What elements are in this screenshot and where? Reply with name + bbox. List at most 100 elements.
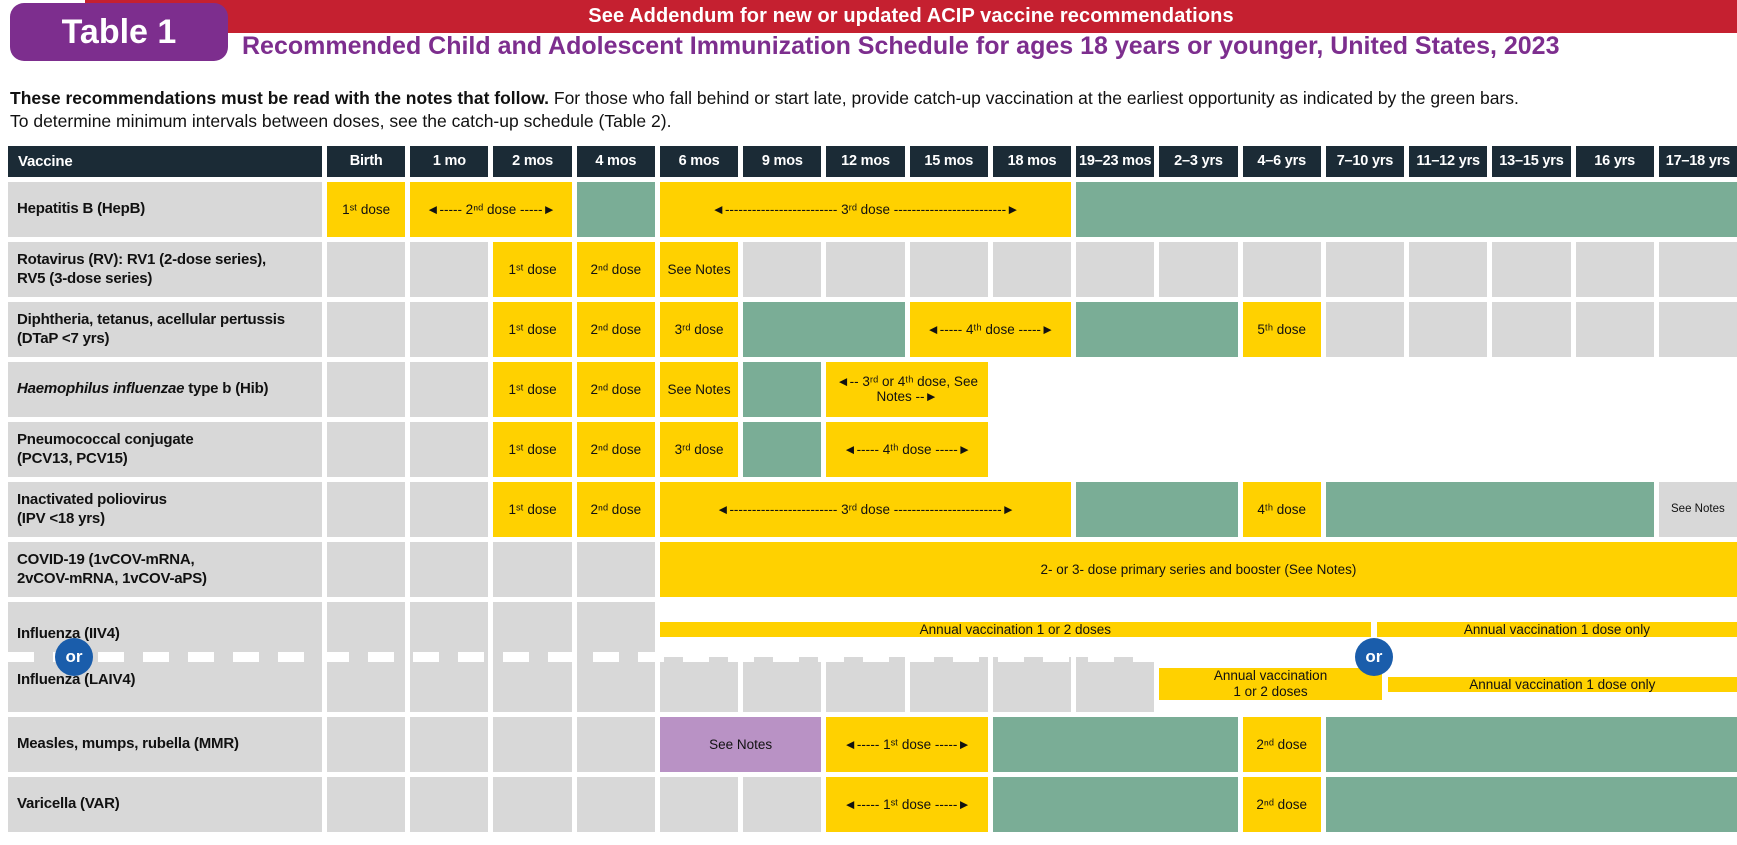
schedule-cell: ◄----- 1ˢᵗ dose -----► — [826, 776, 988, 832]
schedule-cell — [493, 541, 572, 597]
schedule-cell — [909, 656, 988, 712]
laiv4-bar: Annual vaccination 1 or 2 doses Annual v… — [1159, 657, 1737, 712]
schedule-cell: 1ˢᵗ dose — [493, 481, 572, 537]
schedule-cell — [1325, 716, 1737, 772]
column-header: 2–3 yrs — [1159, 145, 1238, 177]
schedule-cell: ◄----- 2ⁿᵈ dose -----► — [410, 181, 572, 237]
schedule-cell — [1325, 301, 1405, 357]
schedule-cell — [1658, 241, 1737, 297]
schedule-cell — [327, 301, 406, 357]
row-label-line: RV5 (3-dose series) — [17, 269, 322, 288]
schedule-cell — [743, 421, 822, 477]
column-header: 2 mos — [493, 145, 572, 177]
row-label-line: Rotavirus (RV): RV1 (2-dose series), — [17, 250, 322, 269]
column-header: 11–12 yrs — [1409, 145, 1488, 177]
column-header: Birth — [327, 145, 406, 177]
schedule-cell — [410, 361, 489, 417]
row-label-line: Inactivated poliovirus — [17, 490, 322, 509]
schedule-cell: 2ⁿᵈ dose — [1242, 776, 1321, 832]
column-header: 1 mo — [410, 145, 489, 177]
column-header: 19–23 mos — [1076, 145, 1155, 177]
schedule-cell — [1076, 656, 1155, 712]
schedule-cell — [1076, 241, 1155, 297]
vaccine-row-covid-19: COVID-19 (1vCOV-mRNA, 2vCOV-mRNA, 1vCOV-a… — [8, 541, 1737, 597]
row-label-text: Measles, mumps, rubella (MMR) — [17, 735, 239, 753]
schedule-cell — [410, 716, 489, 772]
row-label-line: Influenza (IIV4) — [17, 624, 322, 643]
row-label-text: Pneumococcal conjugate — [17, 430, 194, 448]
column-header: 9 mos — [743, 145, 822, 177]
schedule-cell: 1ˢᵗ dose — [493, 241, 572, 297]
table-1-badge: Table 1 — [10, 3, 228, 61]
row-label-text: 2vCOV-mRNA, 1vCOV-aPS) — [17, 570, 207, 587]
row-label: Haemophilus influenzae type b (Hib) — [8, 361, 322, 417]
schedule-cell — [1409, 241, 1488, 297]
schedule-cell — [327, 541, 406, 597]
vaccine-row-hib: Haemophilus influenzae type b (Hib) 1ˢᵗ d… — [8, 361, 1737, 417]
schedule-cell: See Notes — [659, 241, 739, 297]
schedule-cell — [1076, 481, 1238, 537]
schedule-cell — [576, 716, 655, 772]
schedule-cell — [410, 421, 489, 477]
schedule-cell — [743, 301, 905, 357]
schedule-cell — [1492, 301, 1571, 357]
intro-paragraph: These recommendations must be read with … — [10, 87, 1725, 133]
schedule-cell: 4ᵗʰ dose — [1242, 481, 1321, 537]
row-label-line: (PCV13, PCV15) — [17, 449, 322, 468]
schedule-cell: ◄------------------------ 3ʳᵈ dose -----… — [659, 481, 1072, 537]
row-label: Varicella (VAR) — [8, 776, 322, 832]
schedule-cell: ◄----- 4ᵗʰ dose -----► — [826, 421, 988, 477]
schedule-cell — [576, 541, 655, 597]
row-label-line: COVID-19 (1vCOV-mRNA, — [17, 550, 322, 569]
row-label-line: 2vCOV-mRNA, 1vCOV-aPS) — [17, 569, 322, 588]
column-header-vaccine: Vaccine — [8, 145, 322, 177]
schedule-cell: See Notes — [659, 361, 739, 417]
laiv4-bar-line: Annual vaccination — [1213, 668, 1328, 684]
schedule-cell — [1076, 301, 1238, 357]
row-label-italic: Haemophilus influenzae — [17, 380, 185, 398]
row-label: Pneumococcal conjugate (PCV13, PCV15) — [8, 421, 322, 477]
column-header: 16 yrs — [1575, 145, 1654, 177]
intro-bold: These recommendations must be read with … — [10, 88, 550, 108]
iiv4-annual-1or2-bar: Annual vaccination 1 or 2 doses — [659, 621, 1371, 637]
schedule-cell: 2ⁿᵈ dose — [1242, 716, 1321, 772]
column-header: 15 mos — [909, 145, 988, 177]
row-label-line: Diphtheria, tetanus, acellular pertussis — [17, 310, 322, 329]
row-label-text: Diphtheria, tetanus, acellular pertussis — [17, 310, 285, 328]
schedule-cell — [1325, 776, 1737, 832]
row-label-line: Varicella (VAR) — [17, 794, 322, 813]
row-label-text: Influenza (IIV4) — [17, 625, 120, 643]
schedule-cell: 1ˢᵗ dose — [493, 301, 572, 357]
column-header: 12 mos — [826, 145, 905, 177]
schedule-cell: 2- or 3- dose primary series and booster… — [659, 541, 1737, 597]
intro-line-2: To determine minimum intervals between d… — [10, 110, 672, 131]
schedule-cell — [743, 361, 822, 417]
influenza-rows: Influenza (IIV4) Influenza (LAIV4) Annua… — [8, 601, 1737, 712]
schedule-cell — [992, 716, 1238, 772]
schedule-cell — [826, 241, 905, 297]
schedule-cell — [410, 541, 489, 597]
schedule-cell: 2ⁿᵈ dose — [576, 301, 655, 357]
schedule-cell: See Notes — [1658, 481, 1737, 537]
schedule-cell — [410, 481, 489, 537]
schedule-cell: ◄-- 3ʳᵈ or 4ᵗʰ dose, See Notes --► — [826, 361, 988, 417]
schedule-cell — [1575, 301, 1654, 357]
row-label-text: Inactivated poliovirus — [17, 490, 167, 508]
schedule-cell — [659, 656, 739, 712]
row-label: Hepatitis B (HepB) — [8, 181, 322, 237]
row-label-text: Influenza (LAIV4) — [17, 670, 136, 688]
schedule-cell: See Notes — [659, 716, 822, 772]
page-header: See Addendum for new or updated ACIP vac… — [0, 0, 1737, 66]
schedule-cell — [410, 301, 489, 357]
vaccine-row-dtap: Diphtheria, tetanus, acellular pertussis… — [8, 301, 1737, 357]
row-label-line: (IPV <18 yrs) — [17, 509, 322, 528]
row-label: Rotavirus (RV): RV1 (2-dose series), RV5 … — [8, 241, 322, 297]
schedule-cell — [493, 776, 572, 832]
row-label: COVID-19 (1vCOV-mRNA, 2vCOV-mRNA, 1vCOV-a… — [8, 541, 322, 597]
schedule-cell — [327, 241, 406, 297]
schedule-cell: 2ⁿᵈ dose — [576, 481, 655, 537]
schedule-cell — [1325, 481, 1654, 537]
or-dashed-line — [8, 651, 1737, 662]
column-header: 4–6 yrs — [1242, 145, 1321, 177]
page-title: Recommended Child and Adolescent Immuniz… — [242, 32, 1560, 60]
